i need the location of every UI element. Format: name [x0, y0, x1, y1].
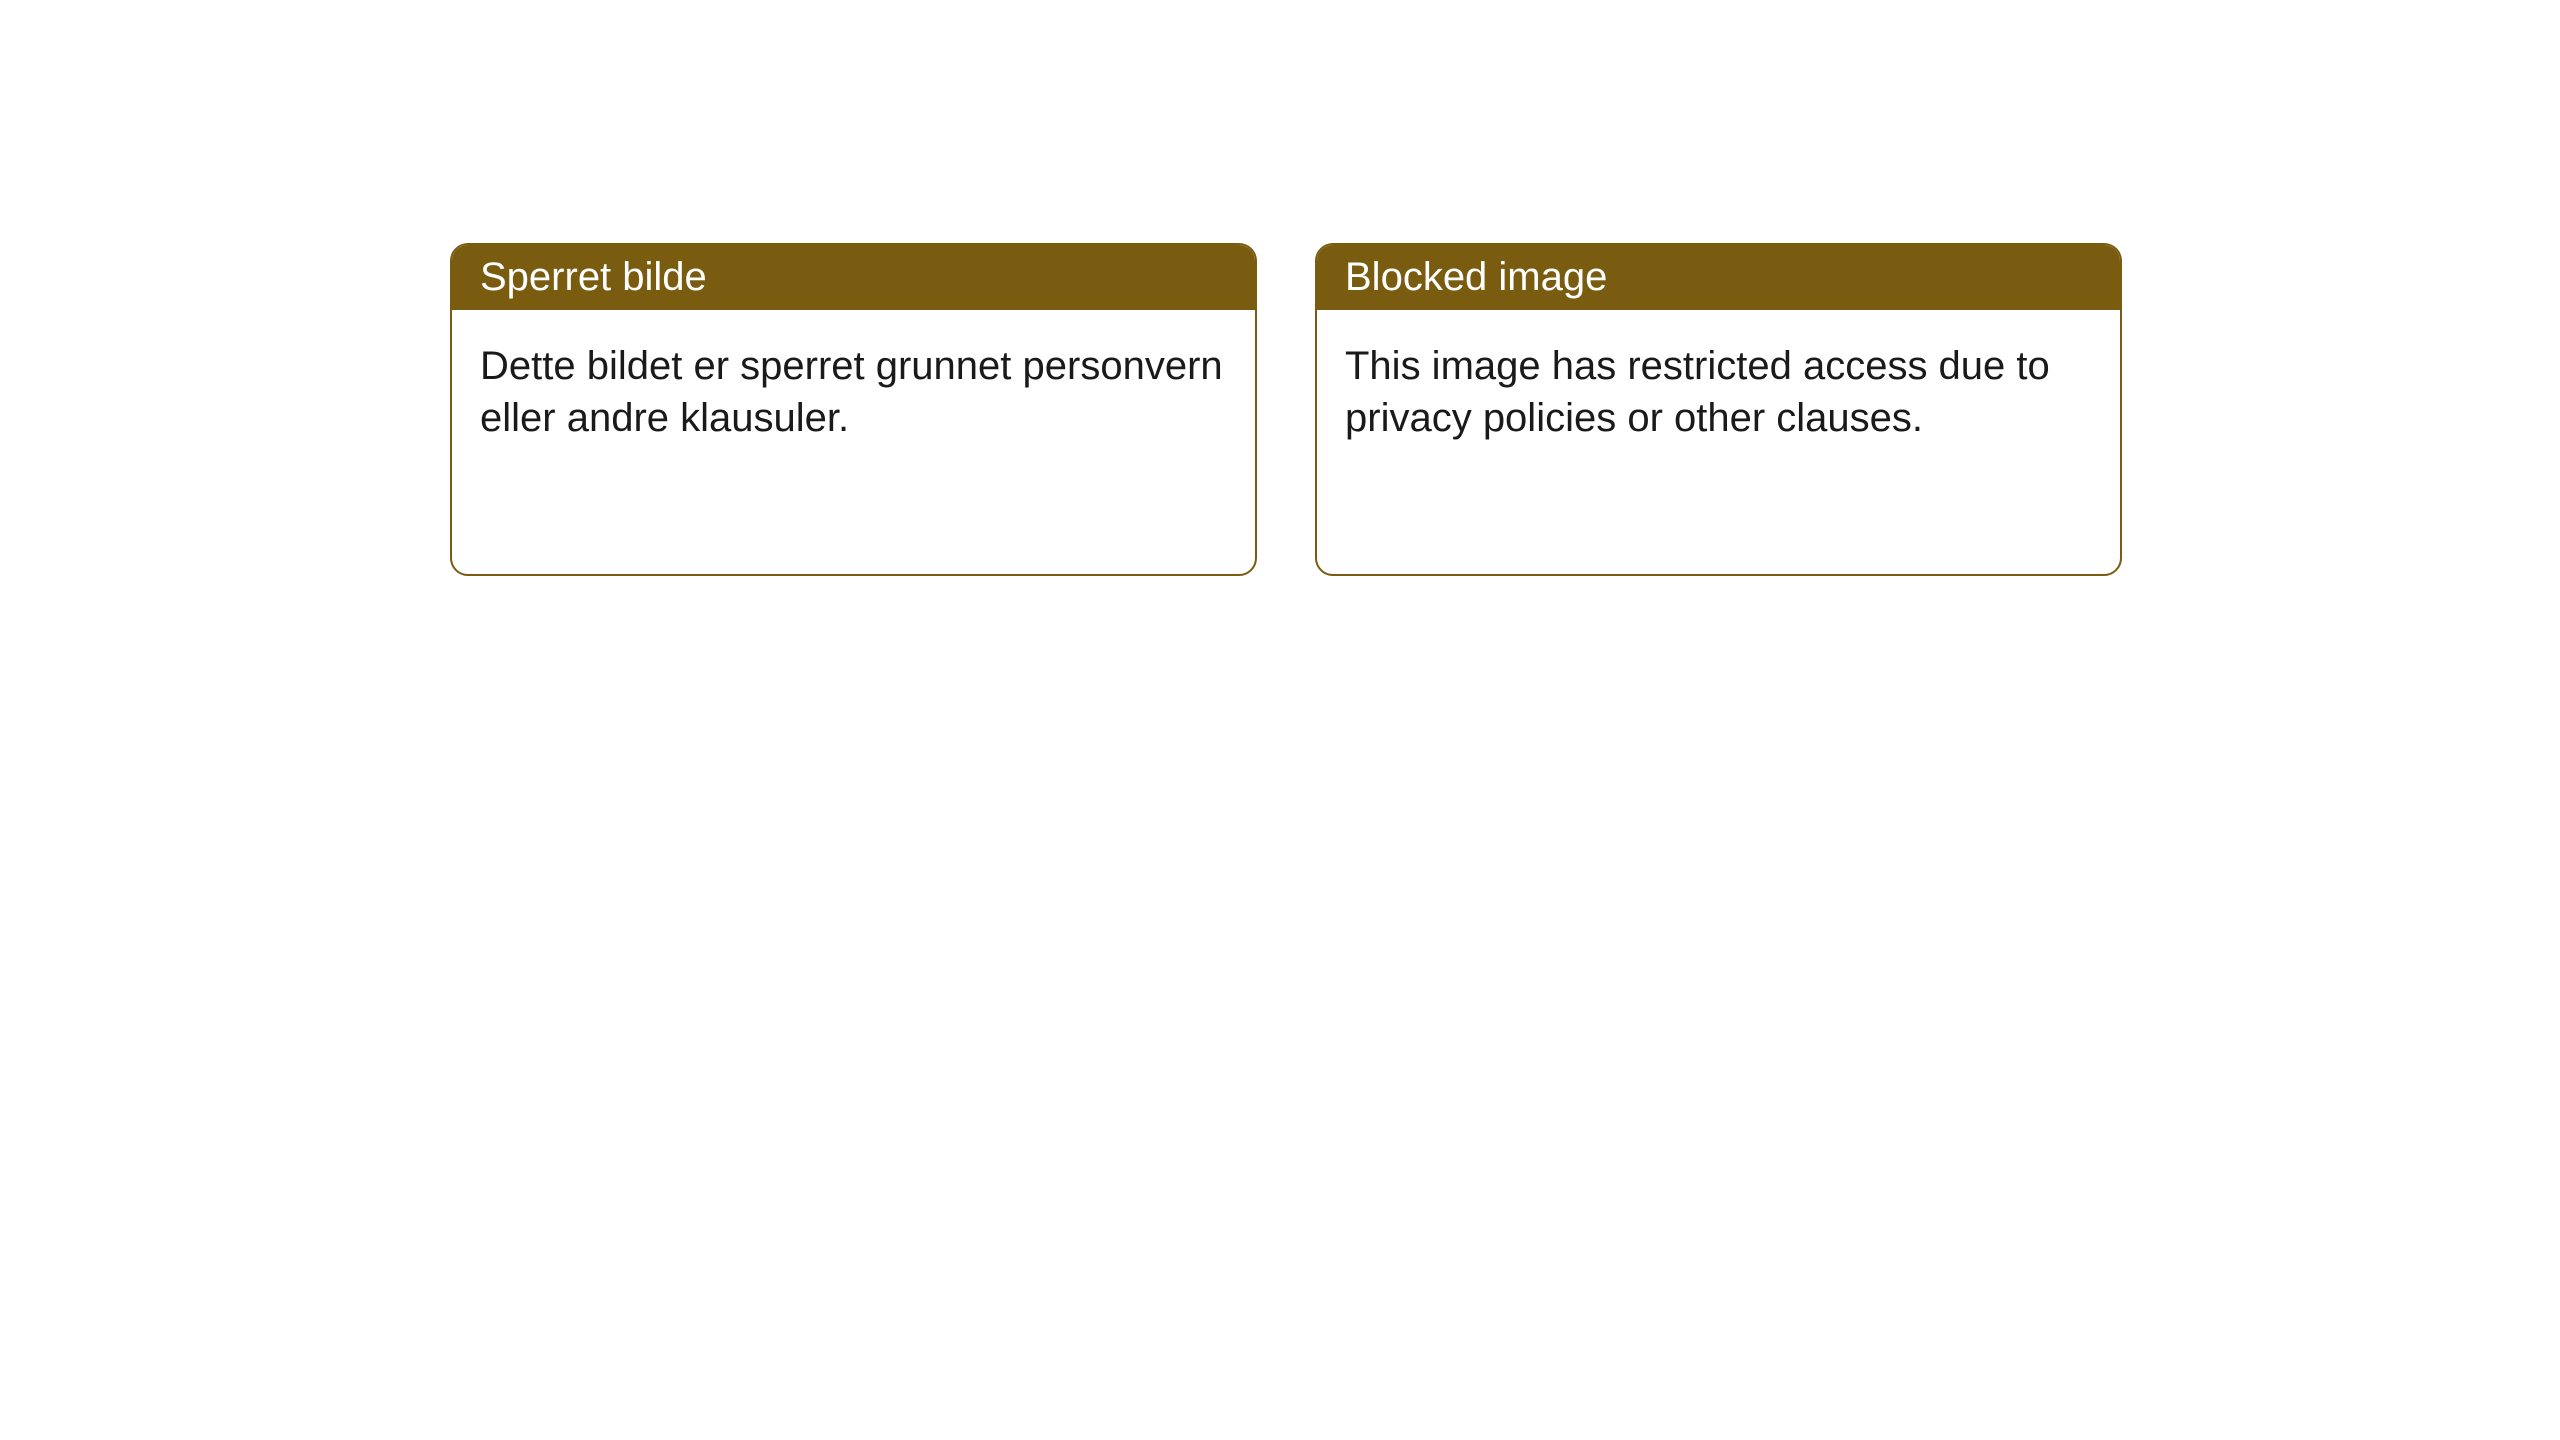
notice-body-text: Dette bildet er sperret grunnet personve…	[480, 344, 1223, 440]
notice-body: This image has restricted access due to …	[1317, 310, 2120, 474]
notice-header: Blocked image	[1317, 245, 2120, 310]
notices-container: Sperret bilde Dette bildet er sperret gr…	[0, 0, 2560, 576]
notice-title: Blocked image	[1345, 255, 1607, 299]
notice-body: Dette bildet er sperret grunnet personve…	[452, 310, 1255, 474]
notice-card-english: Blocked image This image has restricted …	[1315, 243, 2122, 576]
notice-header: Sperret bilde	[452, 245, 1255, 310]
notice-card-norwegian: Sperret bilde Dette bildet er sperret gr…	[450, 243, 1257, 576]
notice-body-text: This image has restricted access due to …	[1345, 344, 2050, 440]
notice-title: Sperret bilde	[480, 255, 707, 299]
